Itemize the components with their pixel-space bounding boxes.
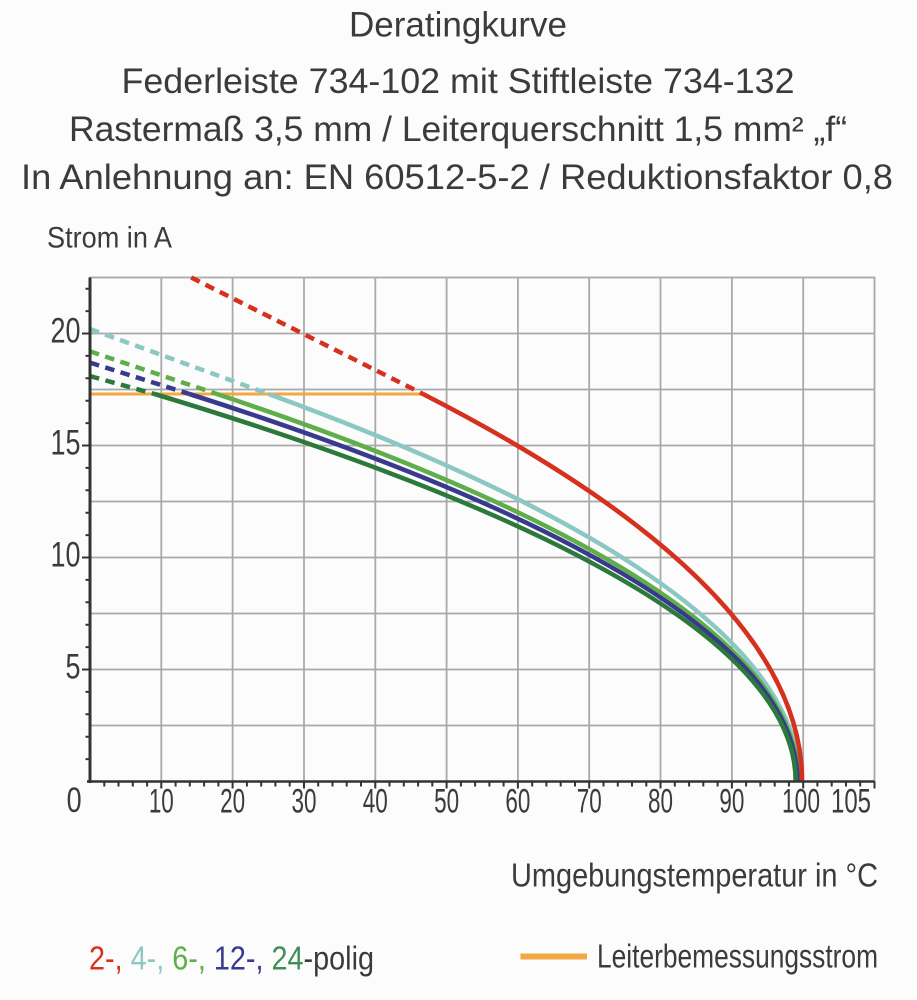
svg-text:10: 10 bbox=[51, 536, 81, 575]
svg-text:0: 0 bbox=[67, 781, 82, 820]
svg-text:In Anlehnung an: EN 60512-5-2: In Anlehnung an: EN 60512-5-2 / Reduktio… bbox=[21, 158, 893, 197]
svg-text:Leiterbemessungsstrom: Leiterbemessungsstrom bbox=[597, 938, 878, 975]
svg-text:100: 100 bbox=[782, 783, 820, 821]
svg-text:2-, 4-, 6-, 12-, 24-polig: 2-, 4-, 6-, 12-, 24-polig bbox=[89, 940, 374, 977]
svg-text:Strom in A: Strom in A bbox=[47, 222, 172, 255]
svg-text:80: 80 bbox=[648, 783, 673, 821]
svg-text:5: 5 bbox=[66, 648, 81, 687]
svg-text:Federleiste 734-102 mit Stiftl: Federleiste 734-102 mit Stiftleiste 734-… bbox=[122, 62, 795, 101]
svg-text:90: 90 bbox=[719, 783, 744, 821]
svg-text:20: 20 bbox=[51, 312, 81, 351]
svg-text:Rastermaß 3,5 mm / Leiterquers: Rastermaß 3,5 mm / Leiterquerschnitt 1,5… bbox=[69, 110, 847, 149]
svg-text:40: 40 bbox=[363, 783, 388, 821]
svg-text:50: 50 bbox=[434, 783, 459, 821]
svg-text:30: 30 bbox=[291, 783, 316, 821]
svg-text:Deratingkurve: Deratingkurve bbox=[349, 6, 567, 45]
svg-text:10: 10 bbox=[149, 783, 174, 821]
svg-text:15: 15 bbox=[51, 424, 81, 463]
svg-text:70: 70 bbox=[577, 783, 602, 821]
svg-text:20: 20 bbox=[220, 783, 245, 821]
svg-text:Umgebungstemperatur in °C: Umgebungstemperatur in °C bbox=[511, 857, 878, 894]
svg-text:60: 60 bbox=[505, 783, 530, 821]
svg-text:105: 105 bbox=[831, 783, 871, 821]
